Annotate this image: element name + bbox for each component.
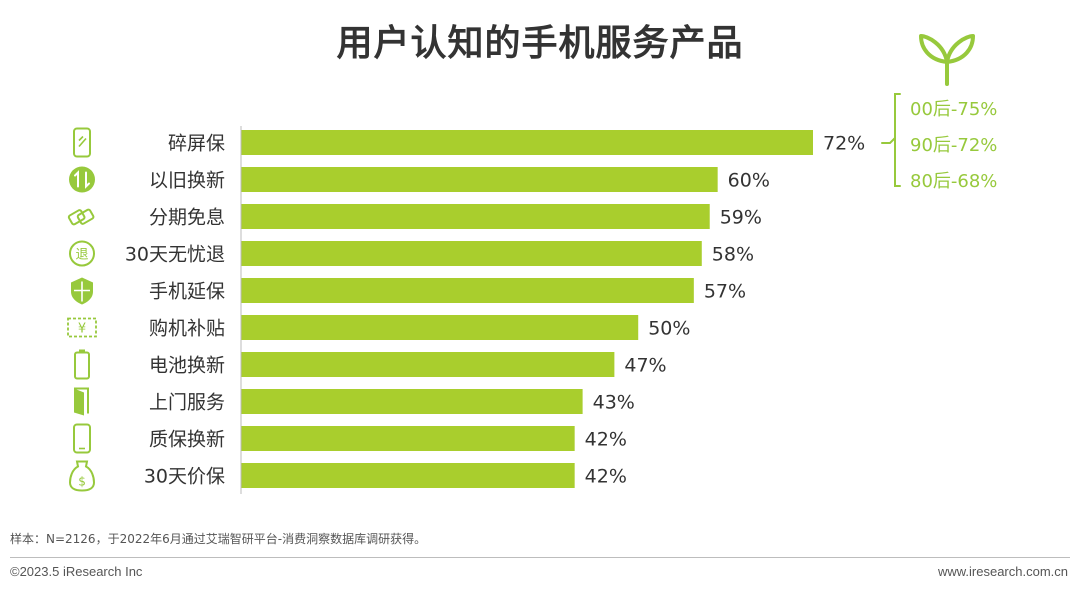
footer-divider — [10, 557, 1070, 558]
bar — [241, 278, 694, 303]
copyright: ©2023.5 iResearch Inc — [10, 564, 143, 579]
category-label: 分期免息 — [149, 207, 225, 229]
return-icon: 退 — [69, 240, 95, 267]
shield-icon — [71, 277, 93, 305]
annotation-line-1: 00后-75% — [910, 99, 998, 120]
bar — [241, 389, 583, 414]
website: www.iresearch.com.cn — [937, 564, 1068, 579]
annotation-line-2: 90后-72% — [910, 135, 998, 156]
value-label: 58% — [712, 244, 754, 266]
svg-text:¥: ¥ — [78, 322, 86, 337]
screen-protector-icon — [73, 127, 91, 158]
value-label: 42% — [585, 466, 627, 488]
category-label: 以旧换新 — [149, 170, 225, 192]
phone-icon — [73, 423, 91, 454]
annotation-bracket — [881, 93, 901, 187]
bar — [241, 426, 575, 451]
bar — [241, 167, 718, 192]
category-label: 质保换新 — [149, 429, 225, 451]
category-icons: 退 ¥ $ — [67, 127, 97, 492]
trade-in-icon — [69, 166, 95, 193]
bars — [241, 130, 813, 488]
value-labels: 72% 60% 59% 58% 57% 50% 47% 43% 42% 42% — [585, 133, 866, 488]
value-label: 59% — [720, 207, 762, 229]
value-label: 47% — [624, 355, 666, 377]
value-label: 43% — [593, 392, 635, 414]
door-icon — [74, 387, 89, 416]
svg-text:退: 退 — [75, 248, 88, 263]
value-label: 60% — [728, 170, 770, 192]
sprout-icon — [919, 34, 975, 86]
bar — [241, 204, 710, 229]
category-label: 30天无忧退 — [125, 244, 225, 266]
bar — [241, 352, 615, 377]
svg-text:$: $ — [78, 475, 86, 489]
value-label: 72% — [823, 133, 865, 155]
bar — [241, 463, 575, 488]
annotation-line-3: 80后-68% — [910, 171, 998, 192]
installment-icon — [67, 208, 95, 226]
subsidy-icon: ¥ — [67, 317, 97, 338]
category-label: 碎屏保 — [168, 133, 225, 155]
value-label: 50% — [648, 318, 690, 340]
category-label: 手机延保 — [149, 281, 225, 303]
price-tag-icon: $ — [68, 460, 96, 492]
category-label: 电池换新 — [149, 355, 225, 377]
chart-title: 用户认知的手机服务产品 — [336, 23, 744, 64]
category-label: 30天价保 — [144, 466, 225, 488]
category-label: 购机补贴 — [149, 318, 225, 340]
bar — [241, 241, 702, 266]
bar — [241, 315, 639, 340]
category-label: 上门服务 — [149, 392, 225, 414]
sample-note: 样本：N=2126，于2022年6月通过艾瑞智研平台-消费洞察数据库调研获得。 — [10, 532, 427, 546]
value-label: 42% — [585, 429, 627, 451]
value-label: 57% — [704, 281, 746, 303]
bar — [241, 130, 813, 155]
battery-icon — [74, 349, 90, 380]
